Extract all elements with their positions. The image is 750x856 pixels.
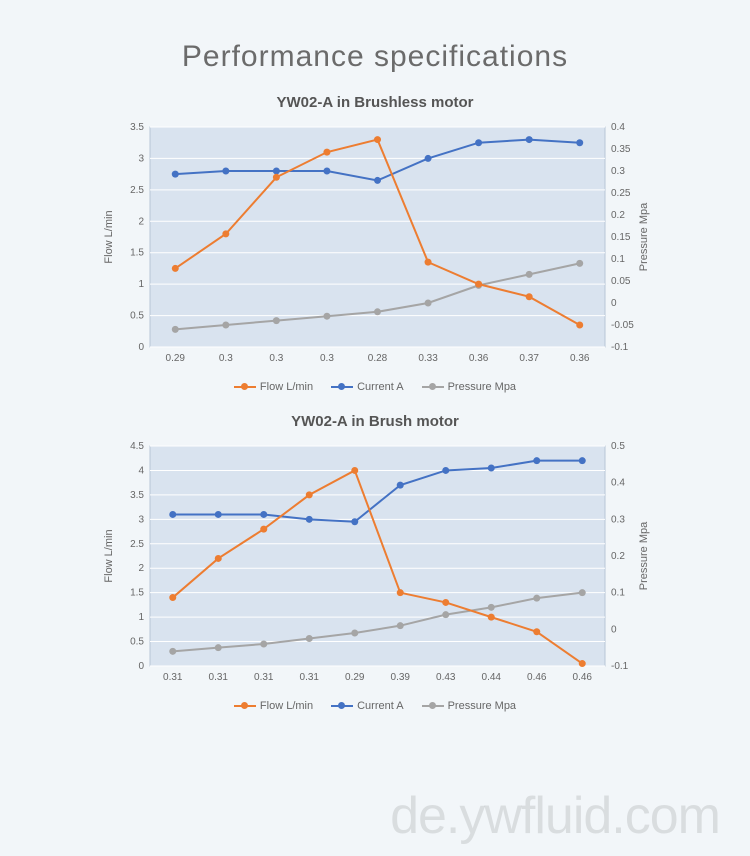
watermark: de.ywfluid.com <box>390 786 720 846</box>
page-title: Performance specifications <box>0 0 750 94</box>
svg-text:3: 3 <box>138 153 144 164</box>
svg-text:0.3: 0.3 <box>269 353 283 364</box>
svg-text:0.28: 0.28 <box>368 353 388 364</box>
legend-label-flow: Flow L/min <box>260 381 313 393</box>
svg-text:1.5: 1.5 <box>130 588 144 599</box>
svg-text:0.2: 0.2 <box>611 551 625 562</box>
chart-1-title: YW02-A in Brushless motor <box>95 94 655 111</box>
svg-text:0.5: 0.5 <box>130 637 144 648</box>
svg-text:0.1: 0.1 <box>611 588 625 599</box>
svg-text:0.4: 0.4 <box>611 122 625 133</box>
legend-label-current: Current A <box>357 381 403 393</box>
svg-text:0.36: 0.36 <box>570 353 590 364</box>
svg-text:2: 2 <box>138 563 144 574</box>
svg-text:0.29: 0.29 <box>166 353 186 364</box>
svg-text:0.5: 0.5 <box>130 311 144 322</box>
legend-swatch-current-2 <box>331 705 353 707</box>
svg-text:0.31: 0.31 <box>300 672 320 683</box>
chart-2-title: YW02-A in Brush motor <box>95 413 655 430</box>
svg-text:2.5: 2.5 <box>130 539 144 550</box>
chart-2: YW02-A in Brush motor 0 0.5 1 1.5 2 2.5 3 3.5 4 4… <box>95 413 655 712</box>
svg-text:0.37: 0.37 <box>519 353 539 364</box>
legend-flow: Flow L/min <box>234 381 313 393</box>
svg-text:0.36: 0.36 <box>469 353 489 364</box>
svg-text:0: 0 <box>138 342 144 353</box>
legend-swatch-flow <box>234 386 256 388</box>
svg-text:3.5: 3.5 <box>130 122 144 133</box>
svg-text:0.46: 0.46 <box>527 672 547 683</box>
svg-text:0.29: 0.29 <box>345 672 365 683</box>
legend-swatch-flow-2 <box>234 705 256 707</box>
svg-text:Flow L/min: Flow L/min <box>103 210 115 263</box>
legend-pressure: Pressure Mpa <box>422 381 516 393</box>
svg-text:Flow L/min: Flow L/min <box>103 529 115 582</box>
svg-text:0.25: 0.25 <box>611 188 631 199</box>
svg-text:3: 3 <box>138 514 144 525</box>
svg-text:0.2: 0.2 <box>611 210 625 221</box>
svg-text:1.5: 1.5 <box>130 248 144 259</box>
svg-text:0: 0 <box>138 661 144 672</box>
svg-text:0.5: 0.5 <box>611 441 625 452</box>
legend-swatch-pressure-2 <box>422 705 444 707</box>
svg-text:0.46: 0.46 <box>573 672 593 683</box>
svg-text:0.05: 0.05 <box>611 276 631 287</box>
svg-text:0: 0 <box>611 624 617 635</box>
svg-text:0.31: 0.31 <box>254 672 274 683</box>
chart-2-svg: 0 0.5 1 1.5 2 2.5 3 3.5 4 4.5 -0.1 0 0.1 0.2 0.3 0.4 0.5… <box>95 436 655 696</box>
chart-1-svg: 0 0.5 1 1.5 2 2.5 3 3.5 -0.1 -0.05 0 0.05 0.1 0.15 0.2… <box>95 117 655 377</box>
svg-text:0.39: 0.39 <box>391 672 411 683</box>
legend-current: Current A <box>331 381 403 393</box>
svg-text:0.44: 0.44 <box>482 672 502 683</box>
legend-current-2: Current A <box>331 700 403 712</box>
legend-pressure-2: Pressure Mpa <box>422 700 516 712</box>
svg-text:4.5: 4.5 <box>130 441 144 452</box>
chart-1: YW02-A in Brushless motor 0 0.5 1 1.5 2 2.5 3 3… <box>95 94 655 393</box>
svg-text:0.31: 0.31 <box>163 672 183 683</box>
svg-text:-0.1: -0.1 <box>611 342 629 353</box>
svg-text:0.35: 0.35 <box>611 144 631 155</box>
svg-text:0.3: 0.3 <box>219 353 233 364</box>
svg-text:0.33: 0.33 <box>418 353 438 364</box>
svg-text:Pressure Mpa: Pressure Mpa <box>638 521 650 590</box>
svg-text:0.4: 0.4 <box>611 478 625 489</box>
svg-text:0.15: 0.15 <box>611 232 631 243</box>
svg-text:1: 1 <box>138 612 144 623</box>
svg-text:0.3: 0.3 <box>611 166 625 177</box>
legend-flow-2: Flow L/min <box>234 700 313 712</box>
svg-text:1: 1 <box>138 279 144 290</box>
legend-label-pressure-2: Pressure Mpa <box>448 700 516 712</box>
svg-text:-0.1: -0.1 <box>611 661 629 672</box>
svg-text:2.5: 2.5 <box>130 185 144 196</box>
legend-label-pressure: Pressure Mpa <box>448 381 516 393</box>
svg-text:0.43: 0.43 <box>436 672 456 683</box>
svg-text:-0.05: -0.05 <box>611 320 634 331</box>
chart-2-legend: Flow L/min Current A Pressure Mpa <box>95 700 655 712</box>
svg-text:Pressure Mpa: Pressure Mpa <box>638 202 650 271</box>
svg-text:0: 0 <box>611 298 617 309</box>
legend-label-flow-2: Flow L/min <box>260 700 313 712</box>
svg-text:4: 4 <box>138 465 144 476</box>
svg-text:0.31: 0.31 <box>209 672 229 683</box>
legend-swatch-pressure <box>422 386 444 388</box>
svg-text:2: 2 <box>138 216 144 227</box>
svg-text:0.1: 0.1 <box>611 254 625 265</box>
legend-swatch-current <box>331 386 353 388</box>
chart-1-legend: Flow L/min Current A Pressure Mpa <box>95 381 655 393</box>
svg-text:0.3: 0.3 <box>611 514 625 525</box>
svg-text:3.5: 3.5 <box>130 490 144 501</box>
legend-label-current-2: Current A <box>357 700 403 712</box>
svg-text:0.3: 0.3 <box>320 353 334 364</box>
